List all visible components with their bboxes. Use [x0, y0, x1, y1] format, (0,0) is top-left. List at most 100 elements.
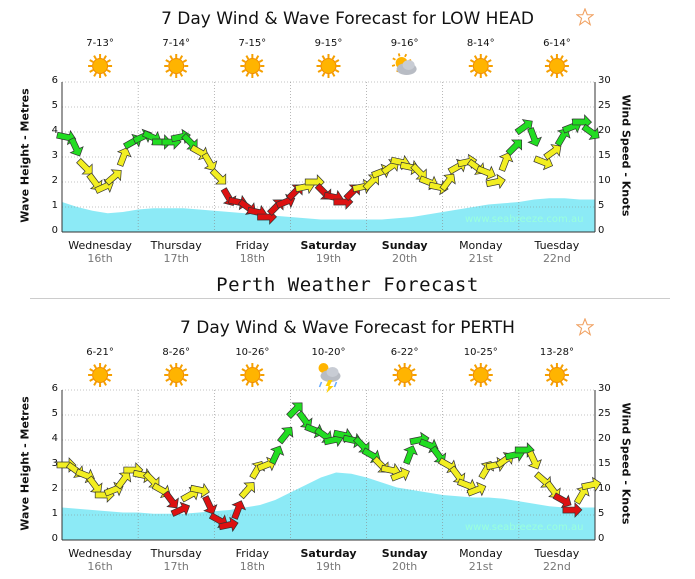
wind-arrow: [562, 502, 583, 518]
day-date: 22nd: [542, 252, 571, 265]
day-temperature: 6-22°: [390, 347, 419, 358]
day-date: 22nd: [542, 560, 571, 573]
y2-tick-label: 25: [598, 408, 611, 419]
y2-tick-label: 5: [598, 508, 605, 519]
day-name: Sunday: [381, 239, 428, 252]
day-date: 17th: [163, 252, 189, 265]
wind-arrow: [238, 482, 256, 500]
day-label: Monday 21st: [444, 547, 518, 573]
wind-arrow: [485, 173, 506, 190]
day-date: 18th: [239, 560, 265, 573]
day-temperature: 10-25°: [463, 347, 498, 358]
day-temperature: 8-14°: [466, 38, 495, 49]
y2-tick-label: 10: [598, 175, 611, 186]
wind-arrow: [277, 426, 294, 445]
day-name: Wednesday: [68, 239, 132, 252]
y-tick-label: 4: [51, 433, 58, 444]
day-temperature: 10-20°: [311, 347, 346, 358]
day-label: Thursday 17th: [139, 239, 213, 265]
day-label: Friday 18th: [215, 239, 289, 265]
wind-arrow: [498, 152, 514, 172]
day-name: Friday: [235, 547, 270, 560]
day-label: Saturday 19th: [292, 547, 366, 573]
wind-arrow: [209, 168, 227, 185]
wind-arrow: [104, 169, 122, 186]
y2-tick-label: 0: [598, 533, 605, 544]
day-name: Monday: [459, 239, 503, 252]
y2-axis-label: Wind Speed - Knots: [619, 402, 633, 525]
day-name: Tuesday: [534, 239, 580, 252]
day-temperature: 7-15°: [238, 38, 267, 49]
favourite-star-icon[interactable]: [576, 318, 594, 336]
wind-arrows: [56, 402, 602, 533]
wind-arrow: [249, 460, 266, 480]
day-temperature: 9-16°: [390, 38, 419, 49]
section-title: Perth Weather Forecast: [216, 274, 479, 296]
day-temperature: 6-14°: [543, 38, 571, 49]
wind-arrow: [476, 165, 496, 181]
day-date: 20th: [391, 560, 418, 573]
wind-arrow: [439, 173, 456, 192]
y-tick-label: 1: [51, 200, 58, 211]
y2-tick-label: 30: [598, 383, 611, 394]
sun-icon: [88, 363, 113, 387]
day-label: Thursday 17th: [139, 547, 213, 573]
sun-icon: [468, 54, 493, 78]
y2-tick-label: 20: [598, 125, 611, 136]
day-label: Friday 18th: [215, 547, 289, 573]
wind-arrow: [218, 516, 239, 533]
wind-arrow: [170, 501, 191, 517]
sun-icon: [316, 54, 341, 78]
y2-tick-label: 20: [598, 433, 611, 444]
sun-icon: [544, 54, 569, 78]
watermark: www.seabreeze.com.au: [465, 214, 584, 225]
wind-wave-plot: [56, 53, 600, 233]
wave-height-area: [62, 198, 595, 232]
wind-arrow: [543, 144, 562, 161]
wind-arrow: [231, 500, 247, 520]
wind-wave-plot: [56, 363, 602, 541]
y-tick-label: 2: [51, 175, 58, 186]
wind-arrow: [527, 127, 542, 147]
day-date: 21st: [468, 560, 493, 573]
wind-arrow: [466, 481, 487, 497]
y2-tick-label: 25: [598, 100, 611, 111]
wind-arrow: [581, 476, 602, 493]
day-label: Sunday 20th: [368, 547, 442, 573]
wind-arrow: [162, 490, 179, 509]
wind-arrow: [68, 137, 84, 157]
perth-chart-panel: 7 Day Wind & Wave Forecast for PERTH 0 1 2…: [0, 310, 695, 579]
wind-arrow: [581, 123, 600, 140]
day-label: Wednesday 16th: [63, 239, 137, 265]
day-date: 17th: [163, 560, 189, 573]
y2-tick-label: 10: [598, 483, 611, 494]
day-temperature: 9-15°: [314, 38, 343, 49]
y-tick-label: 3: [51, 458, 58, 469]
y2-axis-label: Wind Speed - Knots: [619, 94, 633, 217]
day-temperature: 6-21°: [86, 347, 114, 358]
day-temperature: 13-28°: [539, 347, 574, 358]
watermark: www.seabreeze.com.au: [465, 522, 584, 533]
wind-arrow: [526, 450, 542, 470]
day-label: Saturday 19th: [292, 239, 366, 265]
day-label: Sunday 20th: [368, 239, 442, 265]
wind-arrow: [362, 174, 379, 192]
day-temperature: 7-14°: [162, 38, 191, 49]
day-date: 16th: [87, 252, 113, 265]
wind-arrow: [478, 460, 495, 480]
y-axis-label: Wave Height - Metres: [18, 88, 32, 223]
wind-arrow: [220, 187, 237, 207]
sun-icon: [164, 54, 189, 78]
sun-icon: [468, 363, 493, 387]
chart-title: 7 Day Wind & Wave Forecast for PERTH: [180, 318, 515, 338]
day-date: 21st: [468, 252, 493, 265]
wind-arrow: [552, 492, 572, 509]
favourite-star-icon[interactable]: [576, 8, 594, 26]
day-label: Monday 21st: [444, 239, 518, 265]
y2-tick-label: 15: [598, 150, 611, 161]
wind-arrow: [201, 152, 218, 172]
wind-arrows: [56, 114, 600, 225]
day-name: Saturday: [300, 547, 357, 560]
y-tick-label: 5: [51, 100, 58, 111]
cloudy-sun-icon: [391, 53, 417, 75]
